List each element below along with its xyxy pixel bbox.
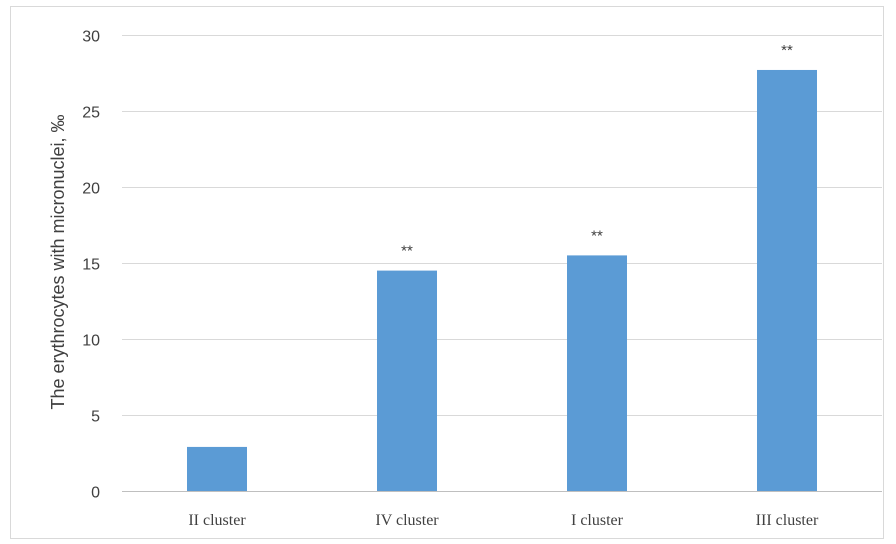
significance-label: ** bbox=[781, 42, 793, 59]
significance-label: ** bbox=[401, 243, 413, 260]
significance-annotations: ** ** ** bbox=[401, 42, 793, 260]
y-tick-labels: 0 5 10 15 20 25 30 bbox=[82, 29, 100, 502]
x-tick-label: II cluster bbox=[188, 512, 246, 529]
x-tick-label: III cluster bbox=[756, 512, 819, 529]
bar bbox=[567, 255, 627, 491]
significance-label: ** bbox=[591, 227, 603, 244]
y-tick-label: 15 bbox=[82, 257, 100, 274]
x-tick-label: IV cluster bbox=[375, 512, 439, 529]
y-tick-label: 25 bbox=[82, 105, 100, 122]
y-tick-label: 30 bbox=[82, 29, 100, 46]
y-tick-label: 20 bbox=[82, 181, 100, 198]
bars bbox=[187, 69, 817, 492]
y-tick-label: 0 bbox=[91, 485, 100, 502]
y-tick-label: 5 bbox=[91, 409, 100, 426]
x-tick-labels: II cluster IV cluster I cluster III cluster bbox=[188, 512, 819, 529]
chart-frame bbox=[10, 6, 884, 539]
y-tick-label: 10 bbox=[82, 333, 100, 350]
bar bbox=[187, 446, 247, 491]
bar bbox=[757, 69, 817, 492]
gridlines bbox=[122, 35, 882, 416]
y-axis-label: The erythrocytes with micronuclei, ‰ bbox=[48, 114, 68, 409]
x-tick-label: I cluster bbox=[571, 512, 624, 529]
bar bbox=[377, 270, 437, 491]
